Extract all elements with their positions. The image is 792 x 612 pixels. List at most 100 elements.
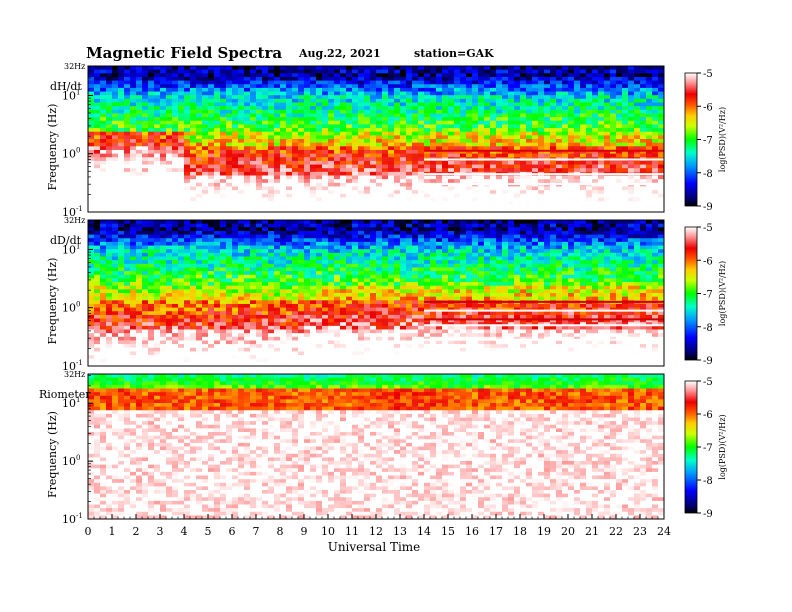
- heatmap-cell: [370, 146, 377, 151]
- heatmap-cell: [148, 117, 155, 122]
- heatmap-cell: [172, 157, 179, 162]
- heatmap-cell: [388, 197, 395, 202]
- heatmap-cell: [550, 120, 557, 125]
- heatmap-cell: [388, 168, 395, 173]
- heatmap-cell: [142, 285, 149, 290]
- heatmap-cell: [454, 142, 461, 147]
- heatmap-cell: [520, 73, 527, 78]
- heatmap-cell: [88, 311, 95, 316]
- heatmap-cell: [400, 66, 407, 71]
- heatmap-cell: [250, 197, 257, 202]
- heatmap-cell: [166, 128, 173, 133]
- heatmap-cell: [466, 106, 473, 111]
- heatmap-cell: [412, 98, 419, 103]
- heatmap-cell: [646, 113, 653, 118]
- heatmap-cell: [538, 117, 545, 122]
- heatmap-cell: [400, 131, 407, 136]
- heatmap-cell: [220, 336, 227, 341]
- heatmap-cell: [316, 135, 323, 140]
- heatmap-cell: [280, 149, 287, 154]
- heatmap-cell: [190, 260, 197, 265]
- heatmap-cell: [214, 73, 221, 78]
- heatmap-cell: [544, 91, 551, 96]
- heatmap-cell: [142, 278, 149, 283]
- heatmap-cell: [94, 256, 101, 261]
- heatmap-cell: [460, 131, 467, 136]
- heatmap-cell: [214, 307, 221, 312]
- heatmap-cell: [448, 66, 455, 71]
- heatmap-cell: [244, 95, 251, 100]
- heatmap-cell: [586, 128, 593, 133]
- heatmap-cell: [634, 66, 641, 71]
- heatmap-cell: [160, 263, 167, 268]
- heatmap-cell: [550, 91, 557, 96]
- heatmap-cell: [160, 120, 167, 125]
- heatmap-cell: [532, 95, 539, 100]
- heatmap-cell: [520, 160, 527, 165]
- heatmap-cell: [100, 201, 107, 206]
- heatmap-cell: [244, 73, 251, 78]
- heatmap-cell: [550, 164, 557, 169]
- y-tick-label: 100: [62, 147, 80, 161]
- heatmap-cell: [130, 322, 137, 327]
- heatmap-cell: [124, 102, 131, 107]
- heatmap-cell: [310, 186, 317, 191]
- heatmap-cell: [352, 87, 359, 92]
- heatmap-cell: [604, 146, 611, 151]
- heatmap-cell: [364, 201, 371, 206]
- heatmap-cell: [346, 190, 353, 195]
- colorbar-tick-label: -9: [703, 202, 713, 213]
- heatmap-cell: [460, 142, 467, 147]
- heatmap-cell: [124, 293, 131, 298]
- heatmap-cell: [256, 142, 263, 147]
- heatmap-cell: [208, 193, 215, 198]
- heatmap-cell: [544, 106, 551, 111]
- heatmap-cell: [238, 351, 245, 356]
- heatmap-cell: [142, 256, 149, 261]
- heatmap-cell: [358, 91, 365, 96]
- heatmap-cell: [190, 274, 197, 279]
- heatmap-cell: [316, 95, 323, 100]
- heatmap-cell: [226, 208, 233, 213]
- heatmap-cell: [376, 146, 383, 151]
- heatmap-cell: [592, 190, 599, 195]
- heatmap-cell: [292, 168, 299, 173]
- heatmap-cell: [250, 274, 257, 279]
- heatmap-cell: [496, 135, 503, 140]
- heatmap-cell: [418, 124, 425, 129]
- heatmap-cell: [616, 124, 623, 129]
- heatmap-cell: [568, 190, 575, 195]
- heatmap-cell: [238, 135, 245, 140]
- heatmap-cell: [352, 91, 359, 96]
- heatmap-cell: [256, 157, 263, 162]
- heatmap-cell: [436, 201, 443, 206]
- heatmap-cell: [616, 186, 623, 191]
- heatmap-cell: [514, 142, 521, 147]
- heatmap-cell: [352, 128, 359, 133]
- heatmap-cell: [430, 193, 437, 198]
- heatmap-cell: [418, 120, 425, 125]
- heatmap-cell: [112, 175, 119, 180]
- heatmap-cell: [136, 223, 143, 228]
- heatmap-cell: [424, 208, 431, 213]
- heatmap-cell: [538, 128, 545, 133]
- heatmap-cell: [484, 149, 491, 154]
- heatmap-cell: [352, 160, 359, 165]
- heatmap-cell: [148, 98, 155, 103]
- heatmap-cell: [130, 333, 137, 338]
- heatmap-cell: [472, 84, 479, 89]
- heatmap-cell: [250, 168, 257, 173]
- heatmap-cell: [304, 124, 311, 129]
- heatmap-cell: [292, 179, 299, 184]
- heatmap-cell: [160, 322, 167, 327]
- heatmap-cell: [586, 117, 593, 122]
- heatmap-cell: [586, 69, 593, 74]
- heatmap-cell: [490, 87, 497, 92]
- heatmap-cell: [274, 186, 281, 191]
- heatmap-cell: [238, 234, 245, 239]
- heatmap-cell: [658, 73, 665, 78]
- heatmap-cell: [184, 285, 191, 290]
- heatmap-cell: [100, 325, 107, 330]
- heatmap-cell: [232, 238, 239, 243]
